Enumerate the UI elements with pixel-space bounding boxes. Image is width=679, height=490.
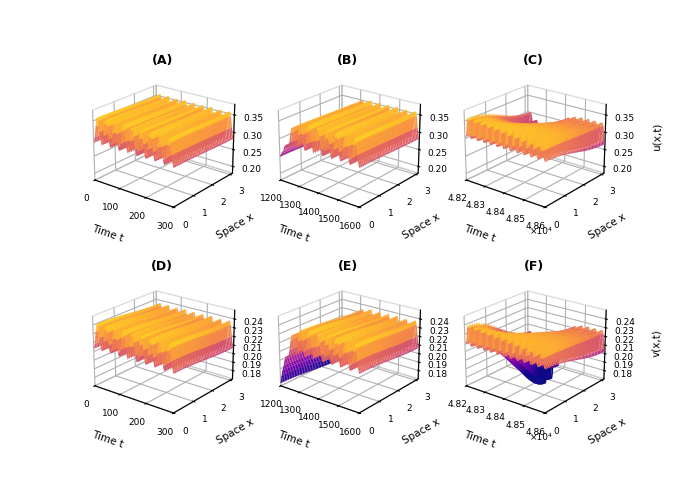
X-axis label: Time t: Time t <box>91 223 125 244</box>
Title: (C): (C) <box>524 54 544 67</box>
Title: (A): (A) <box>151 54 173 67</box>
Title: (F): (F) <box>524 260 544 273</box>
Y-axis label: Space x: Space x <box>587 417 627 446</box>
Text: ×10⁴: ×10⁴ <box>530 433 553 442</box>
Title: (E): (E) <box>338 260 358 273</box>
Title: (B): (B) <box>337 54 359 67</box>
Y-axis label: Space x: Space x <box>215 417 256 446</box>
Y-axis label: Space x: Space x <box>401 212 441 241</box>
X-axis label: Time t: Time t <box>276 429 310 449</box>
Y-axis label: Space x: Space x <box>401 417 441 446</box>
X-axis label: Time t: Time t <box>276 223 310 244</box>
Y-axis label: Space x: Space x <box>215 212 256 241</box>
Title: (D): (D) <box>151 260 173 273</box>
Y-axis label: Space x: Space x <box>587 212 627 241</box>
X-axis label: Time t: Time t <box>462 429 496 449</box>
Text: ×10⁴: ×10⁴ <box>530 227 553 236</box>
X-axis label: Time t: Time t <box>462 223 496 244</box>
X-axis label: Time t: Time t <box>91 429 125 449</box>
